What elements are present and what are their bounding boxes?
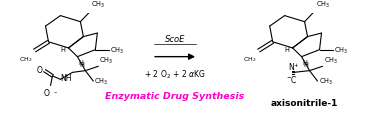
Text: H: H <box>79 62 84 68</box>
Text: $\mathregular{CH_3}$: $\mathregular{CH_3}$ <box>335 45 349 55</box>
Text: axisonitrile-1: axisonitrile-1 <box>271 98 338 107</box>
Text: $\mathregular{CH_3}$: $\mathregular{CH_3}$ <box>324 55 338 65</box>
Text: H: H <box>304 62 308 68</box>
Text: H: H <box>60 46 65 52</box>
Text: H: H <box>78 60 83 66</box>
Text: $\mathregular{CH_3}$: $\mathregular{CH_3}$ <box>99 55 113 65</box>
Text: N$^{+}$: N$^{+}$ <box>288 60 299 72</box>
Text: $\mathregular{CH_3}$: $\mathregular{CH_3}$ <box>319 76 333 86</box>
Text: $\mathregular{CH_3}$: $\mathregular{CH_3}$ <box>94 76 108 86</box>
Text: H: H <box>302 60 307 66</box>
Text: H: H <box>285 46 290 52</box>
Text: $\mathregular{CH_2}$: $\mathregular{CH_2}$ <box>243 55 257 63</box>
Text: $\mathregular{CH_3}$: $\mathregular{CH_3}$ <box>316 0 330 10</box>
Text: NH: NH <box>60 74 71 83</box>
Text: $^{-}$C: $^{-}$C <box>286 74 297 85</box>
Text: ScoE: ScoE <box>165 34 185 43</box>
Text: O: O <box>37 66 43 75</box>
Text: $\mathregular{CH_2}$: $\mathregular{CH_2}$ <box>19 55 33 63</box>
Text: Enzymatic Drug Synthesis: Enzymatic Drug Synthesis <box>105 92 245 101</box>
Text: $\mathregular{CH_3}$: $\mathregular{CH_3}$ <box>110 45 124 55</box>
Text: $\mathregular{CH_3}$: $\mathregular{CH_3}$ <box>91 0 105 10</box>
Text: $^{-}$: $^{-}$ <box>53 90 57 95</box>
Text: O: O <box>43 88 50 97</box>
Text: + 2 O$_2$ + 2 $\alpha$KG: + 2 O$_2$ + 2 $\alpha$KG <box>144 68 206 80</box>
